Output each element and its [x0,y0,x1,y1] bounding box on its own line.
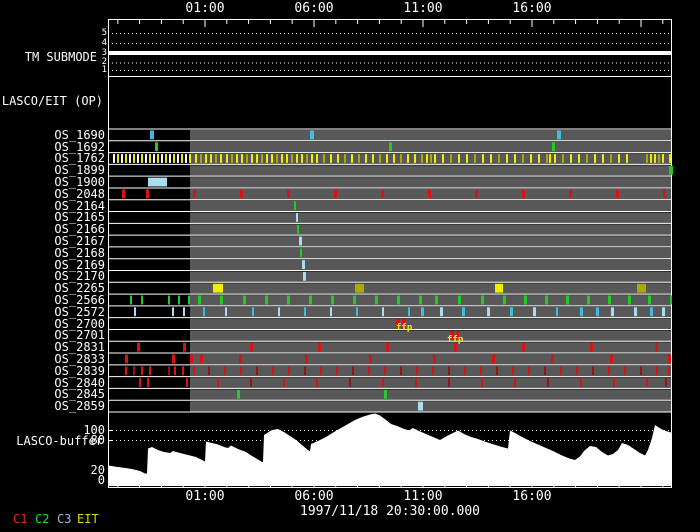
legend-c3: C3 [57,512,72,526]
os-row-label: OS_2845 [54,387,105,402]
os-row-label: OS_1900 [54,175,105,190]
bottom-axis-tick-label: 11:00 [403,489,443,504]
top-axis-tick-label: 16:00 [512,1,552,16]
os-row-label: OS_1762 [54,151,105,166]
legend-eit: EIT [77,512,99,526]
buffer-ytick-label: 80 [90,433,105,447]
os-row-label: OS_1899 [54,163,105,178]
os-row-label: OS_2165 [54,210,105,225]
top-axis-tick-label: 01:00 [185,1,225,16]
tm-level-label: 5 [101,27,107,38]
buffer-ytick-label: 100 [83,423,105,437]
lasco-eit-panel-label: LASCO/EIT (OP) [1,94,103,108]
timestamp: 1997/11/18 20:30:00.000 [299,504,481,519]
svg-text:ffp: ffp [447,335,464,345]
os-row-label: OS_2168 [54,245,105,260]
tm-level-label: 4 [101,37,107,48]
bottom-axis-tick-label: 01:00 [185,489,225,504]
os-row-label: OS_2831 [54,340,105,355]
top-axis-tick-label: 11:00 [403,1,443,16]
os-row-label: OS_2164 [54,198,105,213]
buffer-ytick-label: 20 [90,463,105,477]
os-row-label: OS_2170 [54,269,105,284]
lasco-buffer-label: LASCO-buffer [16,434,103,448]
os-row-label: OS_2700 [54,316,105,331]
top-axis-tick-label: 06:00 [294,1,334,16]
tm-level-label: 1 [101,64,107,75]
os-row-label: OS_2566 [54,292,105,307]
tm-submode-label: TM SUBMODE [24,50,97,64]
legend-c2: C2 [35,512,50,526]
os-row-label: OS_2701 [54,328,105,343]
bottom-axis-tick-label: 06:00 [294,489,334,504]
os-row-label: OS_2859 [54,399,105,414]
os-row-label: OS_1690 [54,127,105,142]
os-row-label: OS_2265 [54,281,105,296]
os-row-label: OS_2839 [54,363,105,378]
os-row-label: OS_2572 [54,304,105,319]
os-row-label: OS_2833 [54,351,105,366]
os-row-label: OS_2167 [54,234,105,249]
os-row-label: OS_1692 [54,139,105,154]
buffer-ytick-label: 0 [97,473,105,487]
legend-c1: C1 [13,512,28,526]
os-row-label: OS_2169 [54,257,105,272]
os-row-label: OS_2840 [54,375,105,390]
svg-text:ffp: ffp [396,323,413,333]
tm-level-label: 3 [101,47,107,58]
os-row-label: OS_2166 [54,222,105,237]
tm-level-label: 2 [101,57,107,67]
os-row-label: OS_2048 [54,186,105,201]
bottom-axis-tick-label: 16:00 [512,489,552,504]
